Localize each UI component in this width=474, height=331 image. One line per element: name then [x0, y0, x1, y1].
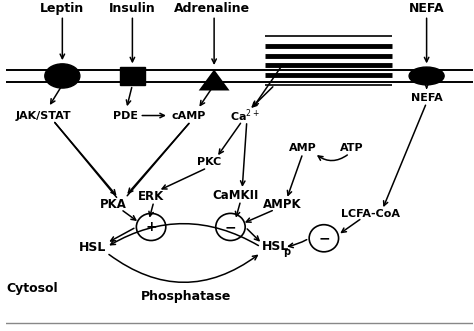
Text: cAMP: cAMP [171, 111, 206, 120]
Text: NEFA: NEFA [409, 2, 445, 16]
Ellipse shape [45, 64, 80, 88]
Text: −: − [225, 220, 236, 234]
Text: Leptin: Leptin [40, 2, 84, 16]
Text: PDE: PDE [113, 111, 138, 120]
Text: Phosphatase: Phosphatase [141, 290, 231, 303]
Text: Adrenaline: Adrenaline [174, 2, 250, 16]
Text: JAK/STAT: JAK/STAT [16, 111, 72, 120]
Text: −: − [318, 231, 330, 245]
Text: PKC: PKC [197, 157, 221, 167]
Text: AMPK: AMPK [263, 198, 301, 211]
Text: LCFA-CoA: LCFA-CoA [341, 209, 400, 219]
Polygon shape [199, 70, 229, 90]
Ellipse shape [409, 67, 444, 85]
Text: p: p [283, 247, 290, 257]
Text: ERK: ERK [138, 190, 164, 203]
Text: HSL: HSL [79, 241, 106, 255]
Text: CaMKII: CaMKII [212, 189, 258, 202]
Text: NEFA: NEFA [411, 93, 443, 103]
Text: Cytosol: Cytosol [6, 282, 58, 295]
Text: ATP: ATP [340, 143, 364, 153]
Text: AMP: AMP [289, 143, 317, 153]
Text: PKA: PKA [100, 198, 127, 211]
Text: Ca$^{2+}$: Ca$^{2+}$ [229, 107, 259, 124]
Text: HSL: HSL [262, 241, 290, 254]
Bar [119, 67, 145, 85]
Text: Insulin: Insulin [109, 2, 156, 16]
Text: +: + [145, 220, 157, 234]
